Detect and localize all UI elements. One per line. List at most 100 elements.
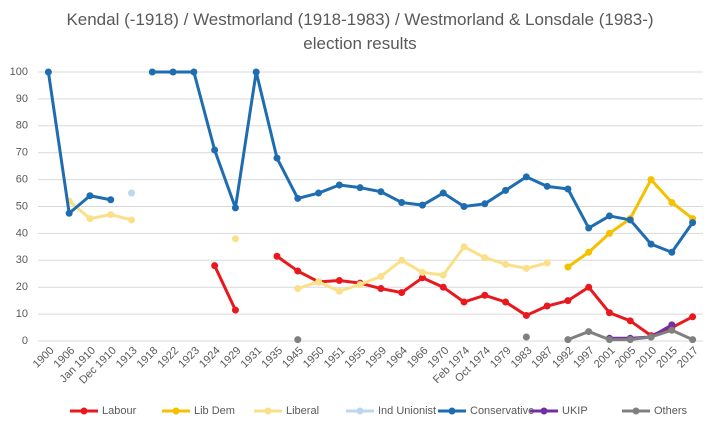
data-point: [107, 211, 115, 219]
x-tick-label: 1913: [114, 345, 140, 371]
data-point: [502, 186, 510, 194]
data-point: [647, 333, 655, 341]
legend-marker: [172, 407, 180, 415]
data-point: [418, 268, 426, 276]
data-point: [647, 176, 655, 184]
y-tick-label: 90: [16, 93, 28, 105]
data-point: [148, 68, 156, 76]
x-tick-label: 1966: [405, 345, 431, 371]
data-point: [398, 289, 406, 297]
x-tick-label: 2017: [675, 345, 701, 371]
data-point: [522, 333, 530, 341]
data-point: [522, 264, 530, 272]
x-tick-label: 1950: [301, 345, 327, 371]
data-point: [294, 285, 302, 293]
y-tick-label: 30: [16, 254, 28, 266]
x-tick-label: 1951: [322, 345, 348, 371]
data-point: [522, 311, 530, 319]
data-point: [564, 185, 572, 193]
data-point: [294, 267, 302, 275]
y-tick-label: 70: [16, 147, 28, 159]
x-tick-label: 2015: [654, 345, 680, 371]
data-point: [294, 194, 302, 202]
x-tick-label: 1964: [384, 345, 410, 371]
x-tick-label: 1918: [135, 345, 161, 371]
data-point: [585, 328, 593, 336]
data-point: [86, 192, 94, 200]
data-point: [502, 298, 510, 306]
data-point: [335, 181, 343, 189]
data-point: [626, 336, 634, 344]
y-tick-label: 40: [16, 227, 28, 239]
legend-label: UKIP: [562, 405, 588, 417]
y-tick-label: 60: [16, 174, 28, 186]
data-point: [231, 235, 239, 243]
data-point: [356, 184, 364, 192]
data-point: [377, 285, 385, 293]
data-point: [439, 283, 447, 291]
data-point: [668, 321, 676, 329]
data-point: [585, 224, 593, 232]
data-point: [335, 276, 343, 284]
data-point: [169, 68, 177, 76]
data-point: [439, 271, 447, 279]
x-tick-label: 2005: [613, 345, 639, 371]
data-point: [626, 216, 634, 224]
data-point: [377, 188, 385, 196]
data-point: [211, 146, 219, 154]
data-point: [502, 260, 510, 268]
data-point: [377, 272, 385, 280]
x-tick-label: 1923: [176, 345, 202, 371]
x-tick-label: 1997: [571, 345, 597, 371]
data-point: [128, 189, 136, 197]
chart-title: Kendal (-1918) / Westmorland (1918-1983)…: [66, 10, 654, 53]
legend-label: Ind Unionist: [378, 405, 436, 417]
legend-label: Liberal: [286, 405, 319, 417]
data-point: [398, 198, 406, 206]
legend-label: Conservative: [470, 405, 534, 417]
data-point: [605, 309, 613, 317]
data-point: [315, 278, 323, 286]
data-point: [689, 219, 697, 227]
data-point: [231, 306, 239, 314]
data-point: [439, 189, 447, 197]
data-point: [460, 243, 468, 251]
x-tick-label: 1929: [218, 345, 244, 371]
data-point: [481, 254, 489, 262]
data-point: [211, 262, 219, 270]
data-point: [107, 196, 115, 204]
legend-marker: [80, 407, 88, 415]
data-point: [543, 182, 551, 190]
data-point: [481, 291, 489, 299]
y-tick-label: 50: [16, 200, 28, 212]
data-point: [418, 274, 426, 282]
legend-label: Others: [654, 405, 688, 417]
data-point: [335, 287, 343, 295]
data-point: [460, 298, 468, 306]
data-point: [460, 203, 468, 210]
legend-marker: [356, 407, 364, 415]
data-point: [564, 263, 572, 271]
data-point: [626, 317, 634, 325]
legend-marker: [540, 407, 548, 415]
data-point: [668, 198, 676, 206]
data-point: [273, 154, 281, 162]
data-point: [605, 212, 613, 220]
data-point: [356, 281, 364, 289]
data-point: [231, 204, 239, 212]
legend-label: Labour: [102, 405, 137, 417]
x-tick-label: 1900: [31, 345, 57, 371]
data-point: [605, 336, 613, 344]
y-tick-label: 10: [16, 308, 28, 320]
x-tick-label: 2010: [633, 345, 659, 371]
y-tick-label: 80: [16, 120, 28, 132]
x-tick-label: 1931: [239, 345, 265, 371]
data-point: [543, 302, 551, 310]
data-point: [44, 68, 52, 76]
data-point: [522, 173, 530, 181]
y-tick-label: 100: [10, 66, 28, 78]
legend-marker: [448, 407, 456, 415]
data-point: [273, 252, 281, 260]
